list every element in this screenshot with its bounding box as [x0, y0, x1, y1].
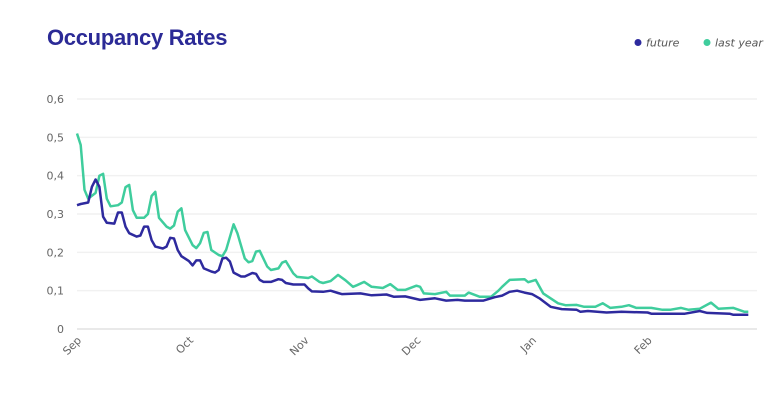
chart-title: Occupancy Rates: [47, 25, 228, 50]
y-tick-label: 0: [57, 323, 64, 336]
y-tick-label: 0,4: [47, 170, 65, 183]
y-tick-label: 0,5: [47, 131, 65, 144]
legend-dot-icon: [634, 39, 642, 46]
x-tick-label: Dec: [399, 334, 423, 358]
series-line-last-year: [75, 133, 749, 314]
x-tick-label: Sep: [60, 334, 84, 358]
y-axis-ticks: 0 0,1 0,2 0,3 0,4 0,5 0,6: [47, 93, 65, 336]
y-tick-label: 0,2: [47, 246, 65, 259]
x-tick-label: Nov: [287, 334, 312, 359]
legend-label: last year: [715, 37, 764, 50]
legend-label: future: [646, 37, 680, 50]
legend: future last year: [634, 37, 765, 50]
series-line-future: [76, 178, 749, 317]
legend-item-future[interactable]: future: [634, 37, 680, 50]
x-tick-label: Oct: [173, 333, 196, 356]
legend-item-last-year[interactable]: last year: [703, 37, 765, 50]
series-lines: [75, 133, 749, 317]
y-tick-label: 0,6: [47, 93, 65, 106]
gridlines: [77, 98, 757, 330]
y-tick-label: 0,1: [47, 285, 65, 298]
x-tick-label: Jan: [517, 334, 539, 356]
x-axis-ticks: Sep Oct Nov Dec Jan Feb: [60, 333, 654, 358]
y-tick-label: 0,3: [47, 208, 65, 221]
legend-dot-icon: [703, 39, 711, 46]
x-tick-label: Feb: [632, 334, 655, 357]
